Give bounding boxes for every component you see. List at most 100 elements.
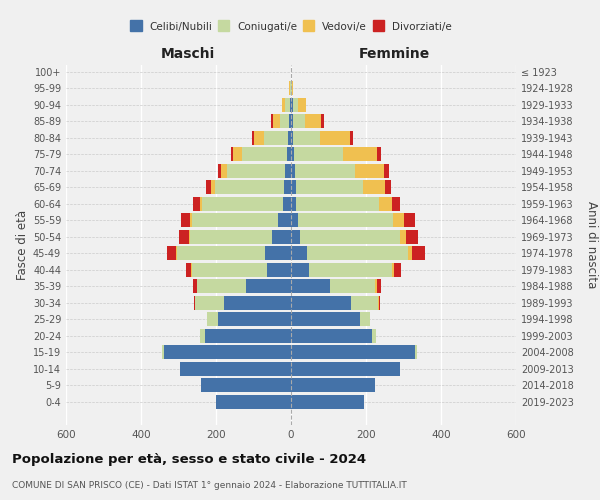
- Bar: [202, 197, 283, 211]
- Legend: Celibi/Nubili, Coniugati/e, Vedovi/e, Divorziati/e: Celibi/Nubili, Coniugati/e, Vedovi/e, Di…: [128, 20, 454, 34]
- Bar: [293, 98, 298, 112]
- Bar: [291, 180, 296, 194]
- Bar: [404, 214, 415, 228]
- Text: Femmine: Femmine: [359, 48, 430, 62]
- Bar: [293, 131, 320, 145]
- Bar: [291, 378, 376, 392]
- Y-axis label: Fasce di età: Fasce di età: [16, 210, 29, 280]
- Bar: [291, 114, 293, 128]
- Bar: [322, 114, 324, 128]
- Bar: [193, 197, 200, 211]
- Bar: [266, 262, 291, 276]
- Bar: [296, 180, 363, 194]
- Bar: [201, 378, 291, 392]
- Bar: [283, 98, 286, 112]
- Bar: [384, 164, 389, 178]
- Bar: [216, 394, 291, 408]
- Bar: [376, 279, 377, 293]
- Bar: [291, 394, 364, 408]
- Bar: [221, 164, 227, 178]
- Bar: [331, 279, 376, 293]
- Bar: [265, 246, 291, 260]
- Bar: [241, 148, 287, 162]
- Bar: [190, 230, 272, 244]
- Bar: [167, 246, 176, 260]
- Bar: [363, 180, 385, 194]
- Bar: [280, 114, 289, 128]
- Bar: [291, 82, 292, 96]
- Bar: [191, 214, 278, 228]
- Bar: [283, 197, 291, 211]
- Bar: [263, 131, 288, 145]
- Bar: [394, 214, 404, 228]
- Bar: [284, 180, 291, 194]
- Bar: [163, 345, 291, 359]
- Bar: [181, 214, 190, 228]
- Bar: [233, 148, 241, 162]
- Bar: [161, 345, 163, 359]
- Bar: [309, 262, 392, 276]
- Bar: [218, 312, 291, 326]
- Bar: [361, 312, 370, 326]
- Bar: [307, 246, 408, 260]
- Bar: [400, 230, 406, 244]
- Text: COMUNE DI SAN PRISCO (CE) - Dati ISTAT 1° gennaio 2024 - Elaborazione TUTTITALIA: COMUNE DI SAN PRISCO (CE) - Dati ISTAT 1…: [12, 481, 407, 490]
- Bar: [385, 180, 391, 194]
- Text: Maschi: Maschi: [160, 48, 215, 62]
- Bar: [200, 328, 205, 342]
- Bar: [301, 230, 400, 244]
- Bar: [215, 180, 284, 194]
- Bar: [218, 164, 221, 178]
- Bar: [291, 98, 293, 112]
- Bar: [191, 262, 266, 276]
- Bar: [211, 180, 215, 194]
- Bar: [291, 345, 415, 359]
- Bar: [292, 82, 293, 96]
- Bar: [392, 262, 394, 276]
- Bar: [197, 279, 246, 293]
- Bar: [254, 131, 263, 145]
- Bar: [351, 296, 378, 310]
- Bar: [320, 131, 350, 145]
- Bar: [208, 312, 218, 326]
- Bar: [273, 114, 280, 128]
- Y-axis label: Anni di nascita: Anni di nascita: [585, 202, 598, 288]
- Bar: [291, 296, 351, 310]
- Bar: [193, 279, 197, 293]
- Bar: [176, 246, 265, 260]
- Text: Popolazione per età, sesso e stato civile - 2024: Popolazione per età, sesso e stato civil…: [12, 452, 366, 466]
- Bar: [200, 197, 202, 211]
- Bar: [181, 362, 291, 376]
- Bar: [343, 148, 377, 162]
- Bar: [291, 262, 309, 276]
- Bar: [290, 98, 291, 112]
- Bar: [230, 148, 233, 162]
- Bar: [408, 246, 412, 260]
- Bar: [305, 114, 322, 128]
- Bar: [406, 230, 418, 244]
- Bar: [286, 164, 291, 178]
- Bar: [246, 279, 291, 293]
- Bar: [291, 148, 294, 162]
- Bar: [291, 312, 361, 326]
- Bar: [392, 197, 400, 211]
- Bar: [412, 246, 425, 260]
- Bar: [278, 214, 291, 228]
- Bar: [291, 197, 296, 211]
- Bar: [206, 180, 211, 194]
- Bar: [379, 296, 380, 310]
- Bar: [194, 296, 196, 310]
- Bar: [289, 114, 291, 128]
- Bar: [296, 197, 379, 211]
- Bar: [196, 296, 223, 310]
- Bar: [378, 296, 379, 310]
- Bar: [286, 98, 290, 112]
- Bar: [394, 262, 401, 276]
- Bar: [298, 214, 394, 228]
- Bar: [291, 131, 293, 145]
- Bar: [291, 246, 307, 260]
- Bar: [223, 296, 291, 310]
- Bar: [291, 279, 331, 293]
- Bar: [291, 164, 295, 178]
- Bar: [271, 114, 273, 128]
